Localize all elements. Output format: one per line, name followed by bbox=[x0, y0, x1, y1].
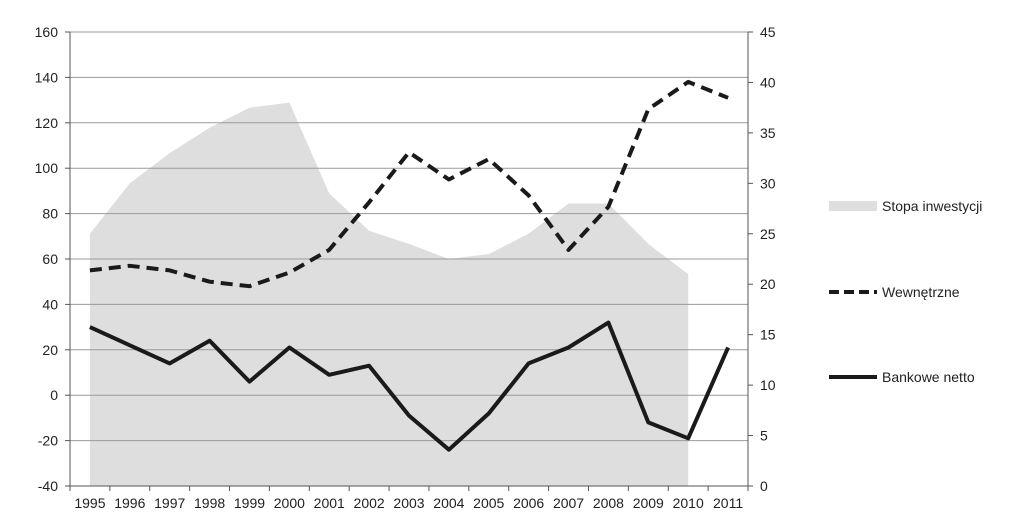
y-right-tick-label: 35 bbox=[760, 125, 776, 141]
legend-label-wewnetrzne: Wewnętrzne bbox=[882, 284, 960, 300]
y-left-tick-label: 80 bbox=[42, 206, 58, 222]
y-right-tick-label: 45 bbox=[760, 24, 776, 40]
line-series-wewnetrzne bbox=[89, 79, 729, 289]
y-left-tick-label: 100 bbox=[35, 160, 59, 176]
y-left-tick-label: 0 bbox=[50, 387, 58, 403]
x-tick-label: 1999 bbox=[234, 495, 265, 511]
x-tick-label: 2003 bbox=[393, 495, 424, 511]
x-tick-label: 2001 bbox=[314, 495, 345, 511]
y-left-tick-label: 20 bbox=[42, 342, 58, 358]
x-tick-label: 2005 bbox=[473, 495, 504, 511]
x-tick-label: 2002 bbox=[354, 495, 385, 511]
y-right-tick-label: 20 bbox=[760, 276, 776, 292]
y-left-tick-label: 140 bbox=[35, 69, 59, 85]
x-tick-label: 1996 bbox=[114, 495, 145, 511]
area-series-stopa-inwestycji bbox=[89, 102, 689, 486]
y-left-tick-label: 40 bbox=[42, 296, 58, 312]
y-left-tick-label: -20 bbox=[38, 433, 58, 449]
legend-label-bankowe-netto: Bankowe netto bbox=[882, 369, 975, 385]
y-left-tick-label: -40 bbox=[38, 478, 58, 494]
y-right-tick-label: 40 bbox=[760, 74, 776, 90]
x-tick-label: 2010 bbox=[673, 495, 704, 511]
x-tick-label: 2000 bbox=[274, 495, 305, 511]
y-right-tick-label: 10 bbox=[760, 377, 776, 393]
x-tick-label: 2009 bbox=[633, 495, 664, 511]
y-right-tick-label: 15 bbox=[760, 327, 776, 343]
x-tick-label: 2004 bbox=[433, 495, 464, 511]
x-tick-label: 2006 bbox=[513, 495, 544, 511]
x-tick-label: 2008 bbox=[593, 495, 624, 511]
y-right-tick-label: 25 bbox=[760, 226, 776, 242]
grid-layer bbox=[70, 31, 748, 487]
y-right-tick-label: 30 bbox=[760, 175, 776, 191]
x-tick-label: 2011 bbox=[713, 495, 743, 511]
legend-label-stopa-inwestycji: Stopa inwestycji bbox=[882, 198, 982, 214]
y-left-tick-label: 120 bbox=[35, 115, 59, 131]
axis-layer: -40 -20 0 20 40 60 80 100 120 140 160 0 5 10 15 20 25 30 3… bbox=[35, 24, 776, 511]
legend: Stopa inwestycji Wewnętrzne Bankowe netto bbox=[829, 198, 982, 385]
y-right-tick-label: 5 bbox=[760, 428, 768, 444]
x-tick-label: 1995 bbox=[74, 495, 105, 511]
x-tick-label: 1997 bbox=[154, 495, 185, 511]
y-left-tick-label: 60 bbox=[42, 251, 58, 267]
legend-swatch-stopa-inwestycji bbox=[829, 201, 877, 211]
area-layer bbox=[89, 102, 689, 486]
y-left-tick-label: 160 bbox=[35, 24, 59, 40]
x-tick-label: 2007 bbox=[553, 495, 584, 511]
line-series-bankowe-netto bbox=[89, 320, 730, 452]
line-layer bbox=[89, 79, 730, 452]
y-right-tick-label: 0 bbox=[760, 478, 768, 494]
x-tick-label: 1998 bbox=[194, 495, 225, 511]
